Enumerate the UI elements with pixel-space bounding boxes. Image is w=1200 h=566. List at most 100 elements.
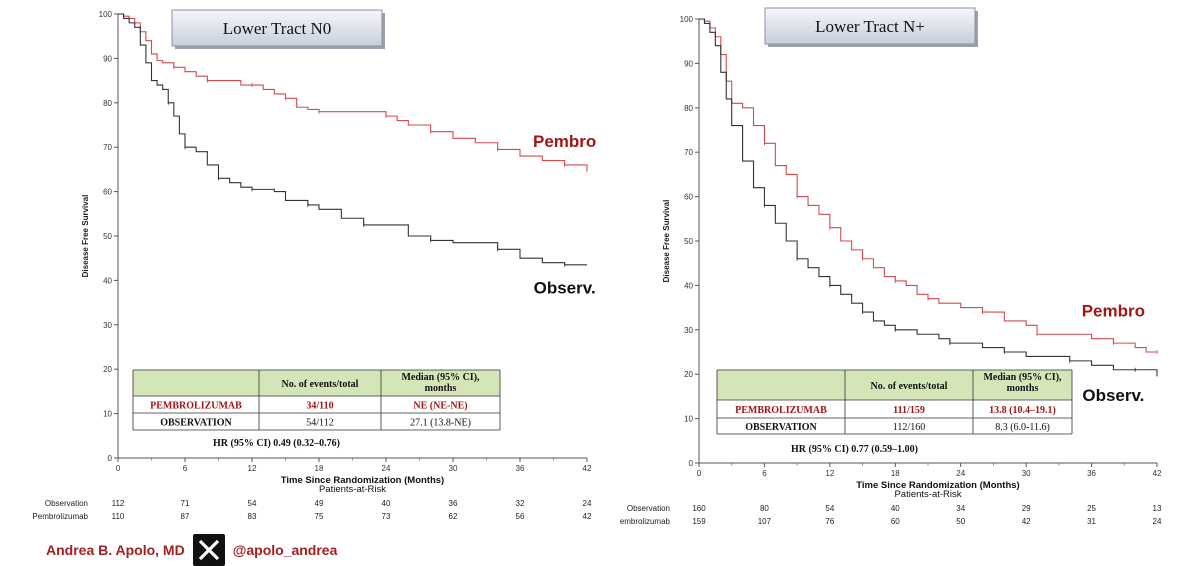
risk-value: 110 [112, 512, 125, 521]
x-tick-label: 6 [183, 464, 188, 473]
risk-value: 62 [449, 512, 458, 521]
y-tick-label: 20 [684, 370, 693, 379]
y-tick-label: 100 [680, 15, 694, 24]
table-row-label: PEMBROLIZUMAB [735, 405, 827, 416]
table-header-median-line: Median (95% CI), [401, 372, 480, 383]
table-row-median: 8.3 (6.0-11.6) [995, 422, 1050, 433]
x-tick-label: 24 [382, 464, 391, 473]
pembro-curve [118, 13, 588, 172]
right-km-chart: 0 10 20 30 40 50 60 70 80 90 100 0 6 12 18 24 30 36 42 Dise… [620, 7, 1162, 526]
table-row-label: PEMBROLIZUMAB [150, 401, 242, 412]
x-tick-label: 30 [449, 464, 458, 473]
risk-value: 34 [956, 504, 965, 513]
risk-value: 50 [956, 517, 965, 526]
risk-value: 75 [315, 512, 324, 521]
title-box [171, 9, 383, 47]
table-header-median-line: months [1007, 383, 1039, 394]
y-tick-label: 90 [103, 54, 112, 63]
footer: Andrea B. Apolo, MD @apolo_andrea [46, 534, 337, 566]
observ-annotation: Observ. [1082, 386, 1144, 405]
x-tick-label: 42 [583, 464, 592, 473]
risk-value: 42 [583, 512, 592, 521]
table-header-median-line: Median (95% CI), [983, 372, 1062, 383]
x-tick-label: 30 [1022, 469, 1031, 478]
table-row-events: 111/159 [893, 405, 925, 416]
table-row-events: 54/112 [306, 418, 333, 429]
x-tick-label: 0 [697, 469, 702, 478]
pembro-curve [699, 18, 1157, 353]
y-tick-label: 40 [684, 281, 693, 290]
risk-value: 40 [382, 499, 391, 508]
table-row-median: NE (NE-NE) [413, 401, 467, 412]
table-row-label: OBSERVATION [160, 418, 232, 429]
table-row-events: 112/160 [893, 422, 925, 433]
y-tick-label: 60 [684, 193, 693, 202]
table-header-median: Median (95% CI), months [983, 372, 1062, 394]
observ-curve [118, 13, 587, 266]
y-tick-label: 80 [103, 99, 112, 108]
table-row-events: 34/110 [306, 401, 333, 412]
y-axis-title: Disease Free Survival [81, 195, 90, 278]
risk-value: 159 [692, 517, 706, 526]
y-tick-label: 100 [99, 10, 113, 19]
y-tick-label: 0 [108, 454, 113, 463]
risk-value: 49 [315, 499, 324, 508]
left-km-chart: 0 10 20 30 40 50 60 70 80 90 100 0 6 12 18 24 30 36 42 Dise… [32, 9, 596, 521]
risk-value: 25 [1087, 504, 1096, 513]
risk-row-label: Observation [45, 499, 88, 508]
x-tick-label: 24 [956, 469, 965, 478]
risk-table-title: Patients-at-Risk [894, 489, 961, 500]
table-body-bg [717, 400, 1072, 434]
risk-value: 42 [1022, 517, 1031, 526]
risk-value: 24 [1153, 517, 1162, 526]
y-tick-label: 30 [103, 321, 112, 330]
hazard-ratio: HR (95% CI) 0.49 (0.32–0.76) [213, 438, 340, 449]
author-name: Andrea B. Apolo, MD [46, 542, 185, 558]
risk-value: 54 [248, 499, 257, 508]
x-axis-title: Time Since Randomization (Months) [281, 475, 444, 486]
risk-value: 73 [382, 512, 391, 521]
x-logo-icon [192, 534, 225, 566]
risk-value: 13 [1153, 504, 1162, 513]
x-axis-title: Time Since Randomization (Months) [856, 480, 1019, 491]
y-tick-label: 50 [684, 237, 693, 246]
risk-value: 107 [758, 517, 772, 526]
y-axis-title: Disease Free Survival [662, 200, 671, 283]
y-tick-label: 10 [103, 410, 112, 419]
y-tick-label: 30 [684, 326, 693, 335]
risk-row-label: Observation [627, 504, 670, 513]
y-tick-label: 70 [103, 143, 112, 152]
risk-row-label: Pembrolizumab [32, 512, 88, 521]
table-header-bg [133, 370, 500, 396]
social-handle: @apolo_andrea [232, 542, 338, 558]
risk-table-title: Patients-at-Risk [319, 484, 386, 495]
y-tick-label: 70 [684, 148, 693, 157]
y-tick-label: 40 [103, 276, 112, 285]
table-header-bg [717, 370, 1072, 400]
x-tick-label: 42 [1153, 469, 1162, 478]
risk-value: 76 [825, 517, 834, 526]
y-tick-label: 0 [689, 459, 694, 468]
x-tick-label: 12 [825, 469, 834, 478]
table-row-median: 27.1 (13.8-NE) [410, 418, 471, 429]
table-header-median: Median (95% CI), months [401, 372, 480, 394]
risk-value: 71 [181, 499, 190, 508]
y-tick-label: 60 [103, 188, 112, 197]
observ-annotation: Observ. [534, 279, 596, 298]
observ-curve [699, 18, 1158, 377]
risk-value: 112 [112, 499, 125, 508]
risk-value: 32 [516, 499, 525, 508]
x-tick-label: 18 [315, 464, 324, 473]
risk-value: 56 [516, 512, 525, 521]
x-tick-label: 18 [891, 469, 900, 478]
risk-value: 36 [449, 499, 458, 508]
chart-title: Lower Tract N+ [815, 17, 925, 36]
table-header-events: No. of events/total [282, 379, 359, 390]
hazard-ratio: HR (95% CI) 0.77 (0.59–1.00) [791, 444, 918, 455]
risk-value: 40 [891, 504, 900, 513]
risk-row-label: embrolizumab [620, 517, 671, 526]
table-header-median-line: months [425, 383, 457, 394]
risk-value: 80 [760, 504, 769, 513]
risk-value: 87 [181, 512, 190, 521]
risk-value: 160 [692, 504, 706, 513]
